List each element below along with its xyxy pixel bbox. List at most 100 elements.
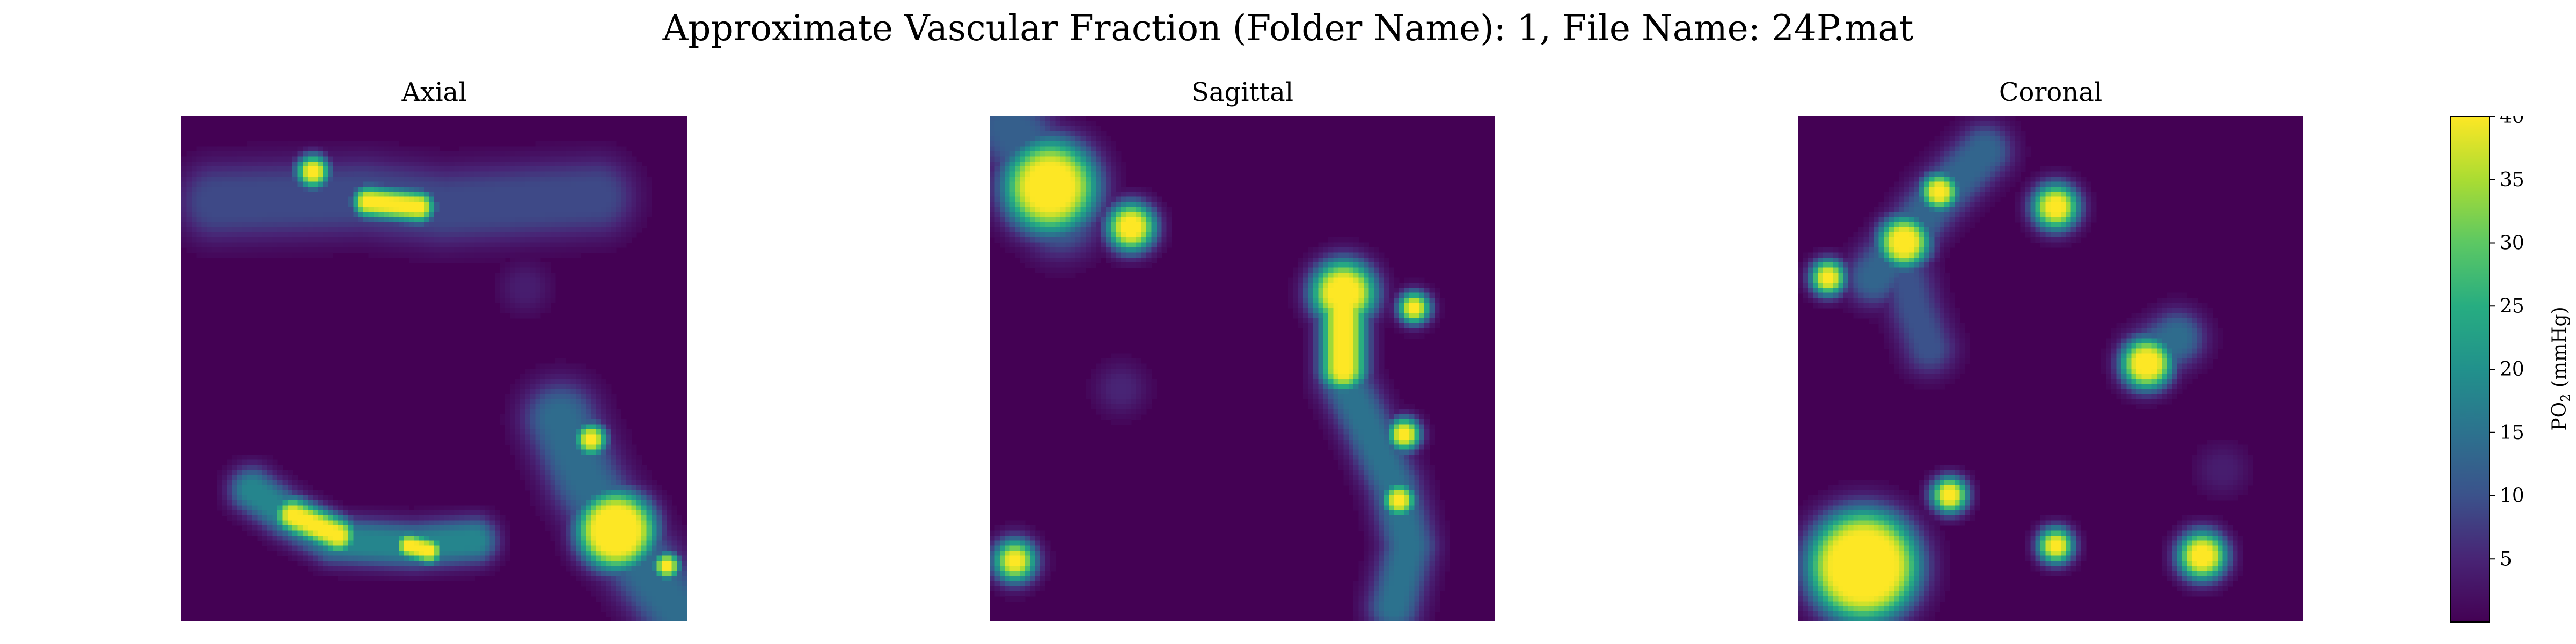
heatmap-cell [338, 530, 344, 536]
heatmap-cell [272, 227, 278, 233]
heatmap-cell [646, 510, 652, 516]
heatmap-cell [999, 202, 1005, 208]
heatmap-cell [621, 181, 627, 187]
heatmap-cell [616, 560, 622, 566]
heatmap-cell [414, 257, 420, 263]
heatmap-cell [636, 540, 642, 546]
heatmap-cell [560, 217, 566, 223]
heatmap-cell [631, 455, 637, 460]
heatmap-cell [555, 171, 561, 177]
heatmap-cell [661, 581, 667, 587]
heatmap-cell [348, 196, 354, 202]
heatmap-cell [646, 480, 652, 486]
heatmap-cell [312, 146, 318, 152]
heatmap-cell [646, 515, 652, 521]
heatmap-cell [631, 601, 637, 607]
heatmap-cell [504, 273, 510, 279]
heatmap-cell [631, 591, 637, 597]
heatmap-cell [621, 480, 627, 486]
heatmap-cell [272, 242, 278, 248]
heatmap-cell [333, 202, 339, 208]
heatmap-cell [181, 222, 187, 228]
heatmap-cell [606, 555, 612, 561]
heatmap-cell [545, 292, 551, 298]
heatmap-cell [1035, 222, 1041, 228]
heatmap-cell [581, 530, 587, 536]
heatmap-cell [328, 495, 334, 501]
heatmap-cell [216, 156, 222, 162]
heatmap-cell [1040, 232, 1046, 238]
heatmap-cell [504, 303, 510, 309]
heatmap-cell [469, 510, 475, 516]
heatmap-cell [201, 242, 207, 248]
heatmap-cell [469, 555, 475, 561]
heatmap-cell [333, 510, 339, 516]
heatmap-cell [565, 545, 571, 551]
heatmap-cell [550, 474, 556, 480]
heatmap-cell [606, 394, 612, 400]
heatmap-cell [555, 429, 561, 435]
heatmap-cell [1085, 181, 1091, 187]
heatmap-cell [222, 242, 228, 248]
heatmap-cell [570, 202, 576, 208]
heatmap-cell [232, 186, 238, 192]
heatmap-cell [530, 394, 536, 400]
heatmap-cell [616, 166, 622, 172]
heatmap-cell [581, 363, 587, 369]
heatmap-cell [540, 444, 546, 450]
heatmap-cell [181, 161, 187, 167]
heatmap-cell [616, 505, 622, 511]
heatmap-cell [252, 520, 258, 526]
heatmap-cell [399, 530, 405, 536]
heatmap-cell [434, 186, 440, 192]
heatmap-cell [272, 515, 278, 521]
heatmap-cell [1166, 217, 1172, 223]
heatmap-cell [404, 217, 409, 223]
heatmap-cell [454, 570, 460, 576]
heatmap-cell [459, 151, 465, 157]
heatmap-cell [652, 576, 657, 582]
heatmap-cell [474, 166, 480, 172]
heatmap-cell [540, 277, 546, 283]
heatmap-cell [504, 252, 510, 258]
heatmap-cell [581, 444, 587, 450]
heatmap-cell [1024, 186, 1030, 192]
heatmap-cell [682, 535, 687, 541]
heatmap-cell [510, 424, 516, 430]
heatmap-cell [500, 515, 506, 521]
heatmap-cell [671, 591, 677, 597]
heatmap-cell [621, 616, 627, 621]
heatmap-cell [358, 181, 364, 187]
heatmap-cell [272, 146, 278, 152]
heatmap-cell [606, 156, 612, 162]
heatmap-cell [575, 439, 581, 445]
heatmap-cell [545, 288, 551, 294]
heatmap-cell [383, 192, 389, 197]
heatmap-cell [469, 237, 475, 243]
heatmap-cell [495, 540, 501, 546]
heatmap-cell [535, 277, 541, 283]
heatmap-cell [586, 384, 591, 390]
heatmap-cell [560, 485, 566, 491]
heatmap-cell [191, 192, 197, 197]
heatmap-cell [1091, 227, 1096, 233]
heatmap-cell [1095, 156, 1101, 162]
heatmap-cell [1075, 126, 1081, 131]
heatmap-cell [262, 211, 268, 217]
heatmap-cell [520, 181, 526, 187]
heatmap-cell [565, 363, 571, 369]
heatmap-cell [338, 505, 344, 511]
heatmap-cell [495, 202, 501, 208]
heatmap-cell [1055, 227, 1061, 233]
heatmap-cell [591, 151, 597, 157]
heatmap-cell [525, 156, 531, 162]
heatmap-cell [1040, 126, 1046, 131]
heatmap-cell [474, 570, 480, 576]
heatmap-cell [343, 510, 349, 516]
heatmap-cell [378, 237, 384, 243]
heatmap-cell [1075, 222, 1081, 228]
heatmap-cell [611, 545, 617, 551]
heatmap-cell [454, 151, 460, 157]
heatmap-cell [606, 186, 612, 192]
heatmap-cell [479, 247, 485, 253]
